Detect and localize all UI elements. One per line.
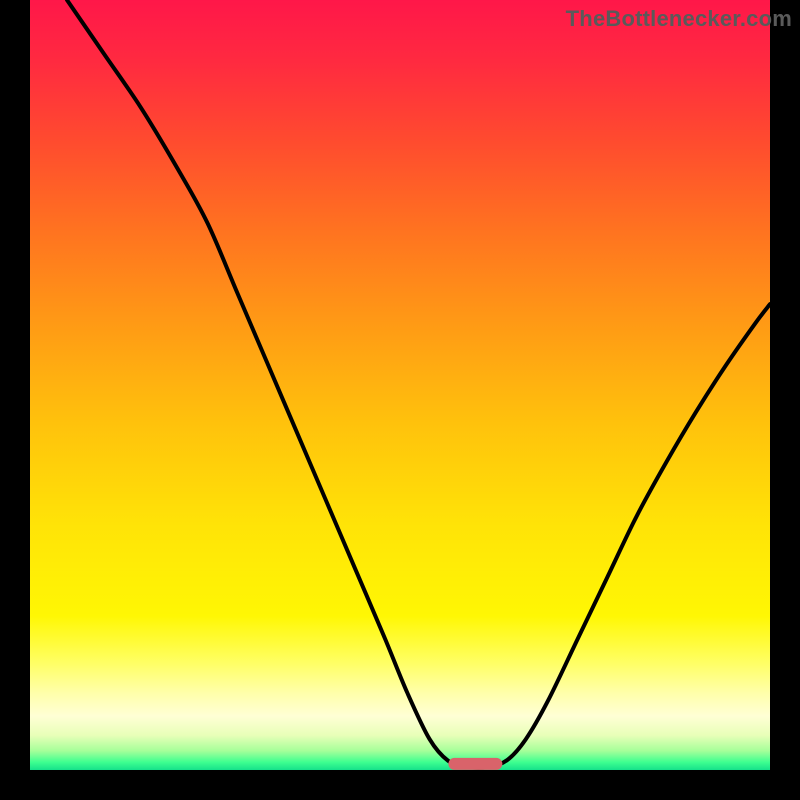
watermark-text: TheBottlenecker.com (566, 6, 792, 32)
chart-svg (30, 0, 770, 770)
bottleneck-curve (67, 0, 770, 768)
chart-frame: TheBottlenecker.com (0, 0, 800, 800)
plot-area (30, 0, 770, 770)
optimum-marker (449, 758, 502, 770)
